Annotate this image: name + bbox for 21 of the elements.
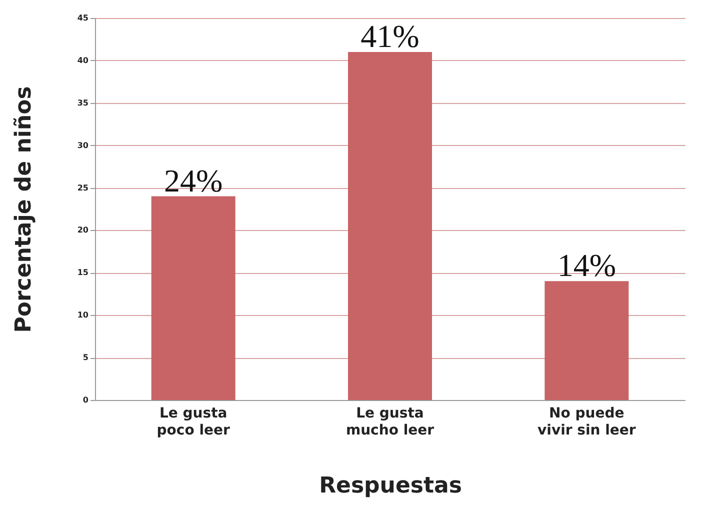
data-label: 14%: [557, 247, 616, 284]
data-label: 41%: [360, 18, 420, 54]
y-tick-label: 10: [77, 310, 89, 320]
y-tick-label: 35: [77, 98, 89, 108]
y-tick-label: 15: [77, 268, 89, 278]
bar: [151, 196, 236, 400]
x-axis-title: Respuestas: [319, 474, 462, 498]
y-tick-label: 40: [77, 56, 89, 65]
bar: [544, 281, 629, 400]
data-label: 24%: [164, 162, 223, 198]
y-tick-label: 45: [77, 14, 89, 22]
y-tick-label: 25: [77, 183, 89, 192]
y-tick-label: 20: [77, 226, 89, 235]
y-tick-label: 5: [82, 353, 89, 362]
bar: [348, 52, 432, 400]
y-tick-label: 30: [77, 140, 89, 150]
x-tick-label: Le gusta poco leer: [156, 406, 230, 438]
x-tick-label: Le gusta mucho leer: [346, 406, 434, 438]
y-axis-title: Porcentaje de niños: [11, 86, 36, 333]
y-tick-label: 0: [82, 396, 89, 404]
x-tick-label: No puede vivir sin leer: [538, 406, 636, 438]
